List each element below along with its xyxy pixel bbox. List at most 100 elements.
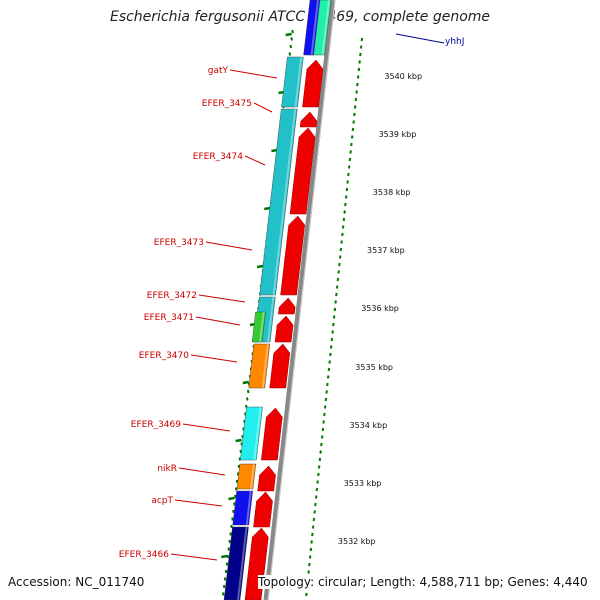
tick-dot <box>315 487 319 492</box>
tick-dot <box>320 435 324 439</box>
tick-dot <box>221 592 225 596</box>
gene-label: EFER_3472 <box>147 291 197 301</box>
tick-dot <box>238 457 242 461</box>
tick-dot <box>312 517 316 522</box>
scale-labels: 3540 kbp 3539 kbp 3538 kbp 3537 kbp 3536 kbp… <box>338 72 422 546</box>
tick-dot <box>230 524 233 529</box>
backbone-highlight <box>267 0 336 600</box>
tick-dot <box>314 502 317 507</box>
gene-label: EFER_3475 <box>202 99 252 109</box>
cog-block <box>303 0 321 56</box>
gene-leader <box>395 33 445 44</box>
tick-dot <box>335 285 339 289</box>
cog-block <box>248 343 271 389</box>
tick-dot <box>288 52 292 56</box>
major-tick <box>256 264 264 269</box>
scale-label: 3532 kbp <box>338 537 376 546</box>
tick-dot <box>291 29 294 34</box>
major-tick <box>235 438 242 443</box>
gene-label: EFER_3470 <box>139 351 189 361</box>
tick-dot <box>345 187 349 192</box>
cog-highlight <box>294 56 303 108</box>
tick-dot <box>336 277 340 282</box>
scale-label: 3540 kbp <box>384 72 422 81</box>
tick-dot <box>233 494 237 499</box>
tick-dot <box>330 337 334 342</box>
tick-dot <box>326 375 330 379</box>
cds-arrow <box>269 343 291 389</box>
cog-highlight <box>249 463 255 490</box>
tick-dot <box>223 577 227 581</box>
tick-dot <box>318 457 322 462</box>
tick-dot <box>347 165 351 169</box>
tick-dot <box>338 262 341 267</box>
gene-label: EFER_3474 <box>193 152 243 162</box>
tick-dot <box>343 210 346 214</box>
tick-dot <box>222 584 226 589</box>
major-tick <box>228 496 235 501</box>
cog-block <box>223 526 249 600</box>
tick-dot <box>227 547 231 551</box>
cds-ring <box>244 59 324 600</box>
tick-dot <box>353 112 356 117</box>
cog-highlight <box>272 108 297 296</box>
tick-dot <box>334 300 337 304</box>
major-tick <box>264 206 271 211</box>
tick-dot <box>311 532 314 537</box>
tick-dot <box>344 202 347 207</box>
cog-highlight <box>237 526 248 600</box>
tick-dot <box>359 45 363 49</box>
tick-dot <box>310 540 313 544</box>
tick-dot <box>313 510 316 514</box>
cds-arrow <box>289 127 316 215</box>
tick-dot <box>346 180 349 184</box>
tick-dot <box>349 150 352 154</box>
tick-dot <box>332 315 336 319</box>
gene-leader <box>205 241 253 251</box>
cog-block <box>259 108 298 296</box>
tick-dot <box>231 517 234 521</box>
tick-dot <box>311 525 315 529</box>
tick-dot <box>352 120 355 124</box>
tick-dot <box>353 105 357 109</box>
tick-dot <box>356 75 360 79</box>
tick-dot <box>233 502 236 506</box>
major-tick <box>242 380 249 385</box>
tick-dot <box>229 532 232 536</box>
cog-highlight <box>261 343 269 389</box>
tick-dot <box>234 487 238 491</box>
accession-label: Accession: NC_011740 <box>8 575 145 589</box>
cds-arrow <box>302 59 324 108</box>
tick-dot <box>324 397 328 402</box>
tick-dot <box>321 427 325 432</box>
cog-highlight <box>259 311 265 343</box>
tick-dot <box>344 195 348 199</box>
cog-ring <box>223 0 332 600</box>
scale-label: 3536 kbp <box>361 304 399 313</box>
tick-dot <box>357 67 361 72</box>
cog-block <box>232 490 253 526</box>
cog-highlight <box>321 0 330 56</box>
scale-label: 3539 kbp <box>379 130 417 139</box>
tick-dot <box>317 472 320 477</box>
tick-dot <box>351 127 355 132</box>
tick-dot <box>308 555 312 559</box>
tick-dot <box>246 389 250 394</box>
tick-dot <box>360 37 364 42</box>
tick-dot <box>356 82 359 87</box>
tick-dot <box>245 397 249 401</box>
gene-labels: gatY EFER_3475 EFER_3474 EFER_3473 EFER_3472… <box>119 33 464 561</box>
tick-dot <box>236 472 240 476</box>
gene-label: acpT <box>151 496 173 506</box>
tick-dot <box>226 554 230 559</box>
tick-dot <box>327 367 331 372</box>
tick-dot <box>337 270 340 274</box>
tick-dot <box>355 90 358 94</box>
tick-dot <box>350 142 353 147</box>
gene-leader <box>195 316 241 326</box>
gene-label: EFER_3473 <box>154 238 204 248</box>
tick-dot <box>335 292 338 297</box>
backbone <box>263 0 336 600</box>
tick-dot <box>328 360 331 364</box>
gene-leader <box>174 499 223 507</box>
